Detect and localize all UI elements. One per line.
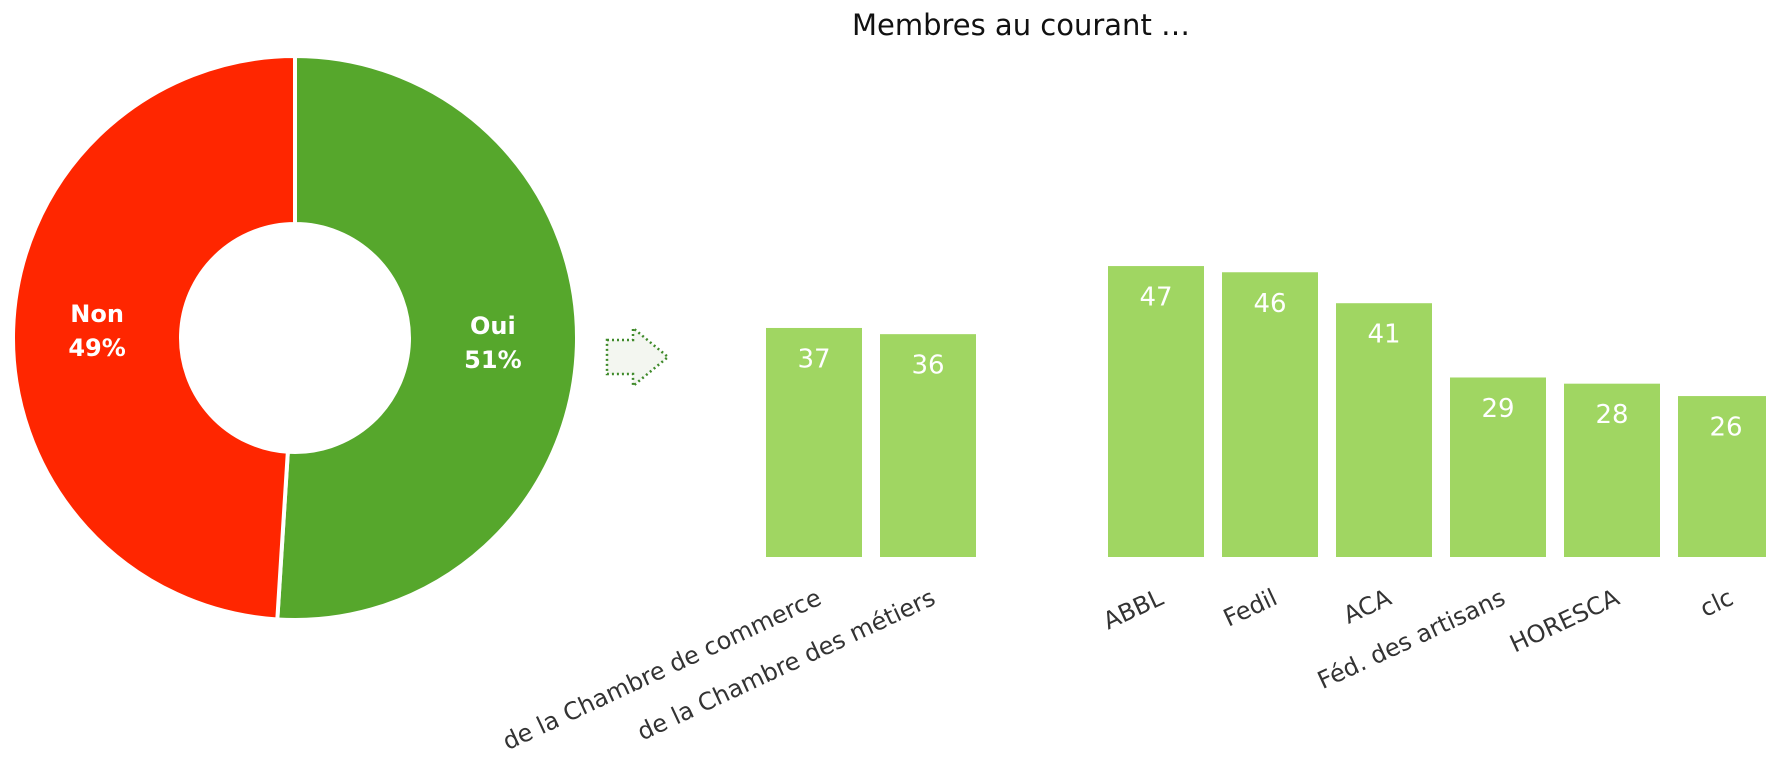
bar-value-label: 28 [1595, 400, 1628, 430]
donut-slice [275, 53, 579, 622]
chart-title: Membres au courant … [852, 8, 1190, 42]
bar-value-label: 29 [1481, 394, 1514, 424]
bar-value-label: 46 [1253, 289, 1286, 319]
bar-value-label: 41 [1367, 320, 1400, 350]
bar [1564, 383, 1660, 557]
donut-slice [10, 53, 297, 622]
bar-value-label: 47 [1139, 283, 1172, 313]
bar-value-label: 26 [1709, 413, 1742, 443]
bar [880, 334, 976, 557]
bar [1222, 272, 1318, 557]
bar-value-label: 36 [911, 351, 944, 381]
bar [1336, 303, 1432, 557]
bar-value-label: 37 [797, 344, 830, 374]
slice-value: 49% [68, 334, 125, 362]
slice-label: Non [70, 300, 124, 328]
slice-label: Oui [470, 312, 516, 340]
bar [766, 327, 862, 557]
arrow [605, 325, 670, 389]
bar [1450, 377, 1546, 557]
bar [1108, 266, 1204, 557]
slice-value: 51% [464, 346, 521, 374]
bar [1678, 396, 1766, 557]
